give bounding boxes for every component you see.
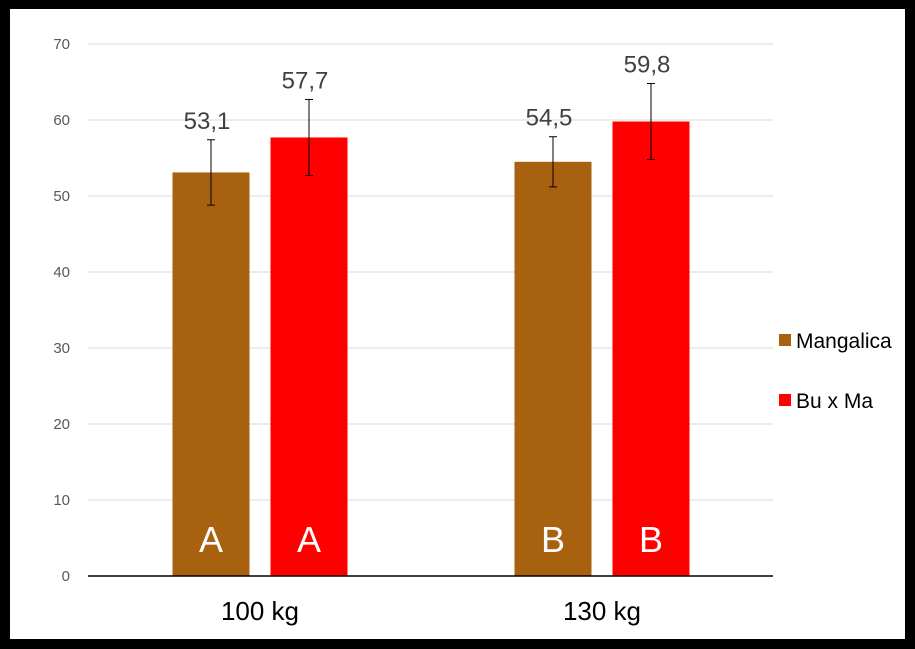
data-label-1-0: 57,7 [282,67,329,94]
y-tick-label-20: 20 [53,416,70,433]
data-label-0-1: 54,5 [526,105,573,132]
data-label-1-1: 59,8 [624,52,671,79]
y-tick-label-0: 0 [62,568,70,585]
y-tick-label-30: 30 [53,340,70,357]
bar-mangalica-0[interactable] [172,172,250,576]
bar-bu-x-ma-1[interactable] [612,121,690,577]
y-tick-label-60: 60 [53,112,70,129]
x-tick-label-0: 100 kg [221,596,299,626]
significance-letter-1-1: B [639,519,663,560]
chart-area [10,9,905,639]
legend-swatch-0 [779,334,791,346]
data-label-0-0: 53,1 [184,108,231,135]
significance-letter-1-0: A [297,519,321,560]
bar-mangalica-1[interactable] [514,161,592,577]
y-tick-label-50: 50 [53,188,70,205]
significance-letter-0-1: B [541,519,565,560]
x-tick-label-1: 130 kg [563,596,641,626]
significance-letter-0-0: A [199,519,223,560]
bar-bu-x-ma-0[interactable] [270,137,348,577]
legend-swatch-1 [779,394,791,406]
y-tick-label-40: 40 [53,264,70,281]
y-tick-label-70: 70 [53,36,70,53]
y-tick-label-10: 10 [53,492,70,509]
legend-label-1: Bu x Ma [796,390,873,413]
legend-label-0: Mangalica [796,330,892,353]
